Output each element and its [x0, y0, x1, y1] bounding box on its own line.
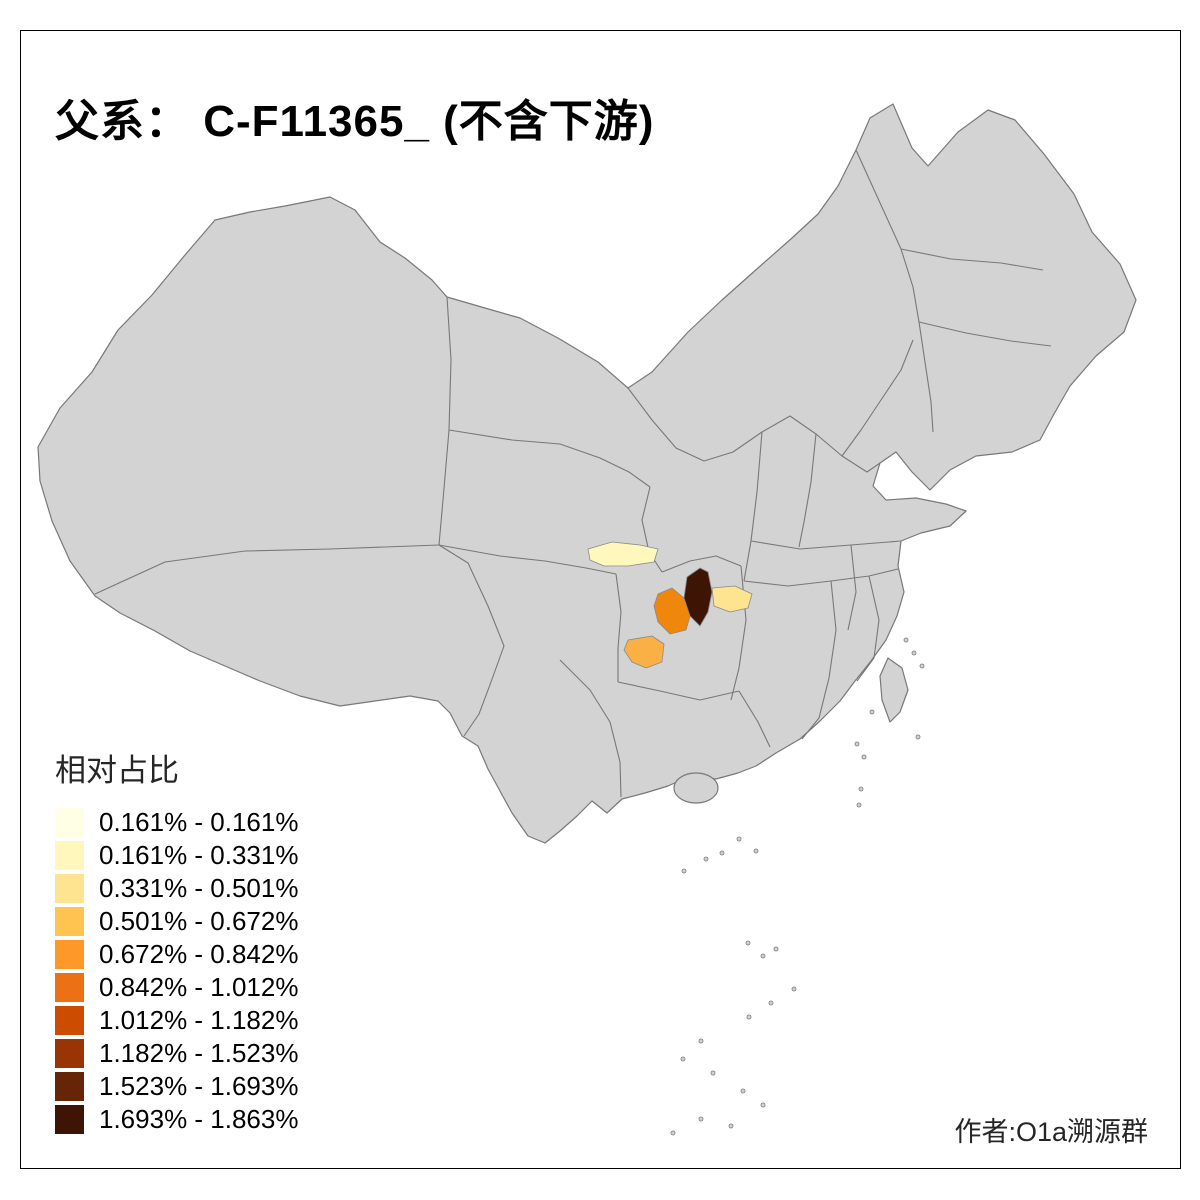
region-east-pale [711, 585, 753, 613]
province-border [868, 575, 880, 659]
province-border [438, 544, 617, 575]
province-border [841, 339, 914, 457]
islet [915, 734, 921, 740]
region-north-strip [587, 541, 659, 567]
islet [736, 836, 742, 842]
legend-swatch [55, 973, 84, 1002]
province-borders [94, 149, 1052, 798]
islet [719, 850, 725, 856]
legend-swatch [55, 1105, 84, 1134]
province-border [743, 431, 763, 582]
province-border [801, 717, 820, 740]
legend: 相对占比 0.161% - 0.161% 0.161% - 0.331% 0.3… [55, 745, 298, 1136]
region-central-orange [653, 587, 691, 635]
south-china-sea-islands [670, 637, 925, 1136]
province-border [856, 657, 875, 682]
legend-item-label: 0.331% - 0.501% [99, 873, 299, 903]
islet [740, 1088, 746, 1094]
islet [703, 856, 709, 862]
legend-item: 0.501% - 0.672% [55, 905, 298, 938]
province-border [855, 149, 934, 433]
province-border [750, 540, 902, 550]
islet [861, 754, 867, 760]
legend-item-label: 1.012% - 1.182% [99, 1005, 299, 1035]
islet [728, 1123, 734, 1129]
province-border [661, 555, 742, 573]
legend-swatch [55, 808, 84, 837]
islet [768, 1000, 774, 1006]
legend-item: 0.161% - 0.161% [55, 806, 298, 839]
author-credit: 作者:O1a溯源群 [954, 1117, 1148, 1147]
islet [760, 953, 766, 959]
province-border [617, 681, 740, 701]
islet [698, 1116, 704, 1122]
legend-item-label: 0.161% - 0.161% [99, 807, 299, 837]
legend-item-label: 0.501% - 0.672% [99, 906, 299, 936]
legend-item-label: 1.523% - 1.693% [99, 1071, 299, 1101]
legend-item: 0.161% - 0.331% [55, 839, 298, 872]
islet [745, 940, 751, 946]
legend-item: 1.182% - 1.523% [55, 1037, 298, 1070]
hainan-island [673, 772, 719, 804]
legend-item: 1.012% - 1.182% [55, 1004, 298, 1037]
islet [919, 663, 925, 669]
province-border [94, 544, 440, 595]
islet [710, 1070, 716, 1076]
islet [753, 848, 759, 854]
islet [856, 802, 862, 808]
legend-swatch [55, 940, 84, 969]
map-title: 父系： C-F11365_ (不含下游) [55, 97, 655, 147]
province-border [615, 573, 622, 682]
islet [869, 709, 875, 715]
highlighted-regions [587, 541, 753, 669]
legend-item-label: 0.672% - 0.842% [99, 939, 299, 969]
legend-swatch [55, 874, 84, 903]
islet [903, 637, 909, 643]
islet [773, 946, 779, 952]
islet [680, 1056, 686, 1062]
province-border [798, 433, 817, 548]
legend-swatch [55, 841, 84, 870]
legend-item: 1.523% - 1.693% [55, 1070, 298, 1103]
province-border [448, 429, 651, 488]
taiwan-island [879, 657, 909, 723]
province-border [641, 486, 663, 573]
legend-item-label: 0.842% - 1.012% [99, 972, 299, 1002]
province-border [738, 690, 771, 748]
legend-item: 0.672% - 0.842% [55, 938, 298, 971]
legend-title: 相对占比 [55, 753, 179, 788]
province-border [818, 580, 837, 719]
region-dark-core [683, 567, 713, 627]
legend-item: 1.693% - 1.863% [55, 1103, 298, 1136]
legend-item: 0.331% - 0.501% [55, 872, 298, 905]
islet [858, 786, 864, 792]
legend-swatch [55, 1006, 84, 1035]
islet [670, 1130, 676, 1136]
province-border [847, 544, 857, 631]
legend-item-label: 1.693% - 1.863% [99, 1104, 299, 1134]
land-group [37, 103, 1137, 1136]
legend-item-label: 1.182% - 1.523% [99, 1038, 299, 1068]
legend-swatch [55, 1072, 84, 1101]
region-south-light-orange [623, 635, 665, 669]
islet [698, 1038, 704, 1044]
china-mainland [37, 103, 1137, 844]
islet [760, 1102, 766, 1108]
province-border [438, 544, 505, 737]
legend-item: 0.842% - 1.012% [55, 971, 298, 1004]
legend-swatch [55, 907, 84, 936]
islet [854, 741, 860, 747]
legend-item-label: 0.161% - 0.331% [99, 840, 299, 870]
province-border [918, 321, 1052, 347]
islet [791, 986, 797, 992]
province-border [559, 659, 622, 798]
islet [746, 1014, 752, 1020]
legend-swatch [55, 1039, 84, 1068]
islet [911, 650, 917, 656]
province-border [900, 248, 1044, 271]
islet [681, 868, 687, 874]
